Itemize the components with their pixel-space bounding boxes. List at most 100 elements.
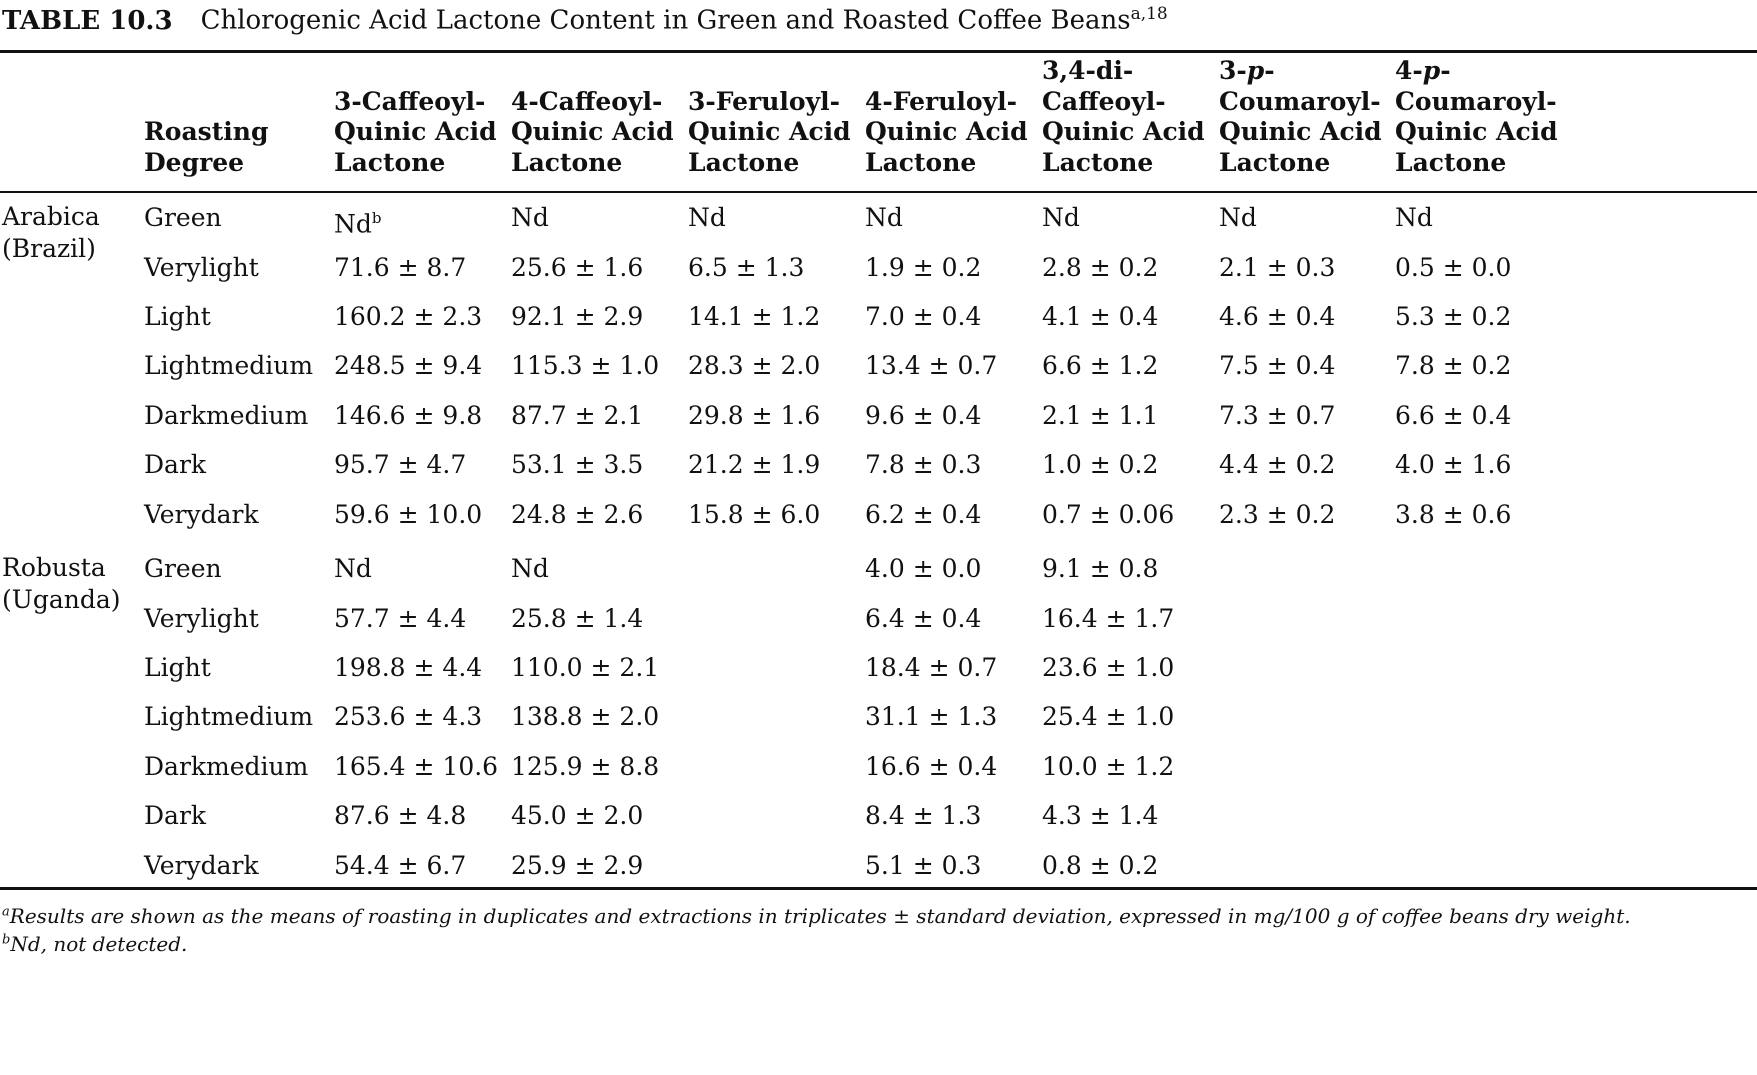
column-header-3: 4-Caffeoyl- Quinic Acid Lactone xyxy=(511,87,674,179)
table-cell: 9.1 ± 0.8 xyxy=(1042,554,1159,583)
table-cell: Ndb xyxy=(334,209,382,239)
table-cell: Nd xyxy=(865,203,903,232)
group-label-line: Robusta xyxy=(2,553,106,582)
top-rule xyxy=(0,50,1757,53)
table-cell: 14.1 ± 1.2 xyxy=(688,302,821,331)
table-cell: 2.8 ± 0.2 xyxy=(1042,253,1159,282)
column-header-8: 4-p- Coumaroyl- Quinic Acid Lactone xyxy=(1395,56,1558,178)
table-cell: 87.7 ± 2.1 xyxy=(511,401,644,430)
table-cell: 165.4 ± 10.6 xyxy=(334,752,499,781)
roasting-degree: Darkmedium xyxy=(144,752,309,781)
table-cell: 10.0 ± 1.2 xyxy=(1042,752,1175,781)
table-cell: 0.5 ± 0.0 xyxy=(1395,253,1512,282)
table-cell: 138.8 ± 2.0 xyxy=(511,702,660,731)
table-cell: 198.8 ± 4.4 xyxy=(334,653,483,682)
table-cell: 248.5 ± 9.4 xyxy=(334,351,483,380)
roasting-degree: Light xyxy=(144,653,211,682)
header-line: Coumaroyl- xyxy=(1219,86,1381,116)
roasting-degree: Lightmedium xyxy=(144,702,314,731)
column-header-2: 3-Caffeoyl- Quinic Acid Lactone xyxy=(334,87,497,179)
group-label-2: Robusta (Uganda) xyxy=(2,552,121,616)
table-cell: 13.4 ± 0.7 xyxy=(865,351,998,380)
table-cell: 21.2 ± 1.9 xyxy=(688,450,821,479)
column-header-5: 4-Feruloyl- Quinic Acid Lactone xyxy=(865,87,1028,179)
table-cell: 87.6 ± 4.8 xyxy=(334,801,467,830)
table-cell: 6.2 ± 0.4 xyxy=(865,500,982,529)
table-cell: Nd xyxy=(334,554,372,583)
table-cell: 160.2 ± 2.3 xyxy=(334,302,483,331)
footnote-ref-b: b xyxy=(371,209,382,227)
table-cell: Nd xyxy=(511,203,549,232)
table-cell: 3.8 ± 0.6 xyxy=(1395,500,1512,529)
header-line: 3-p- xyxy=(1219,56,1275,85)
header-line: Lactone xyxy=(688,147,800,177)
header-rule xyxy=(0,191,1757,193)
table-cell: 92.1 ± 2.9 xyxy=(511,302,644,331)
group-label-line: Arabica xyxy=(2,202,100,231)
table-cell: 45.0 ± 2.0 xyxy=(511,801,644,830)
table-cell: 4.0 ± 0.0 xyxy=(865,554,982,583)
header-line: Quinic Acid xyxy=(1219,117,1382,146)
footnote-b-mark: b xyxy=(2,932,11,948)
roasting-degree: Green xyxy=(144,554,222,583)
table-cell: Nd xyxy=(1219,203,1257,232)
header-line: Lactone xyxy=(334,147,446,177)
roasting-degree: Darkmedium xyxy=(144,401,309,430)
footnote-a-mark: a xyxy=(2,904,10,920)
column-header-6: 3,4-di- Caffeoyl- Quinic Acid Lactone xyxy=(1042,56,1205,178)
group-label-line: (Uganda) xyxy=(2,585,121,614)
group-label-line: (Brazil) xyxy=(2,234,96,263)
header-line: Lactone xyxy=(865,147,977,177)
table-cell: 5.1 ± 0.3 xyxy=(865,851,982,880)
footnote-a-text: Results are shown as the means of roasti… xyxy=(9,904,1631,928)
bottom-rule xyxy=(0,887,1757,890)
column-header-7: 3-p- Coumaroyl- Quinic Acid Lactone xyxy=(1219,56,1382,178)
table-cell: 1.9 ± 0.2 xyxy=(865,253,982,282)
table-cell: 4.4 ± 0.2 xyxy=(1219,450,1336,479)
table-cell: 1.0 ± 0.2 xyxy=(1042,450,1159,479)
table-cell: 7.5 ± 0.4 xyxy=(1219,351,1336,380)
header-line: Quinic Acid xyxy=(1042,117,1205,146)
table-cell: 8.4 ± 1.3 xyxy=(865,801,982,830)
table-cell: 23.6 ± 1.0 xyxy=(1042,653,1175,682)
roasting-degree: Light xyxy=(144,302,211,331)
table-number: TABLE 10.3 xyxy=(2,5,173,36)
table-cell: 15.8 ± 6.0 xyxy=(688,500,821,529)
footnote-b: bNd, not detected. xyxy=(2,932,187,956)
table-cell: 57.7 ± 4.4 xyxy=(334,604,467,633)
header-line: Lactone xyxy=(1395,147,1507,177)
roasting-degree: Verylight xyxy=(144,253,259,282)
table-cell: 54.4 ± 6.7 xyxy=(334,851,467,880)
header-line: Lactone xyxy=(1219,147,1331,177)
header-line: Quinic Acid xyxy=(865,117,1028,146)
table-cell: 5.3 ± 0.2 xyxy=(1395,302,1512,331)
caption-superscript: a,18 xyxy=(1130,4,1168,24)
roasting-degree: Dark xyxy=(144,801,207,830)
header-line: Lactone xyxy=(511,147,623,177)
header-line: Lactone xyxy=(1042,147,1154,177)
table-cell: 253.6 ± 4.3 xyxy=(334,702,483,731)
table-cell: Nd xyxy=(688,203,726,232)
table-cell: 59.6 ± 10.0 xyxy=(334,500,483,529)
table-cell: 4.0 ± 1.6 xyxy=(1395,450,1512,479)
group-label-1: Arabica (Brazil) xyxy=(2,201,100,265)
table-cell: 4.6 ± 0.4 xyxy=(1219,302,1336,331)
roasting-degree: Green xyxy=(144,203,222,232)
column-header-1: Roasting Degree xyxy=(144,117,268,178)
footnote-b-text: Nd, not detected. xyxy=(10,932,188,956)
header-line: 3,4-di- xyxy=(1042,56,1134,85)
table-cell: 125.9 ± 8.8 xyxy=(511,752,660,781)
table-cell: Nd xyxy=(1395,203,1433,232)
table-cell: 28.3 ± 2.0 xyxy=(688,351,821,380)
table-cell: 4.1 ± 0.4 xyxy=(1042,302,1159,331)
header-line: 4-p- xyxy=(1395,56,1451,85)
table-cell: 6.5 ± 1.3 xyxy=(688,253,805,282)
column-header-4: 3-Feruloyl- Quinic Acid Lactone xyxy=(688,87,851,179)
table-cell: 0.8 ± 0.2 xyxy=(1042,851,1159,880)
table-caption: TABLE 10.3 Chlorogenic Acid Lactone Conte… xyxy=(2,4,1168,36)
table-cell: 24.8 ± 2.6 xyxy=(511,500,644,529)
header-line: Quinic Acid xyxy=(688,117,851,146)
roasting-degree: Verydark xyxy=(144,851,259,880)
table-cell: 16.6 ± 0.4 xyxy=(865,752,998,781)
footnote-a: aResults are shown as the means of roast… xyxy=(2,904,1631,928)
